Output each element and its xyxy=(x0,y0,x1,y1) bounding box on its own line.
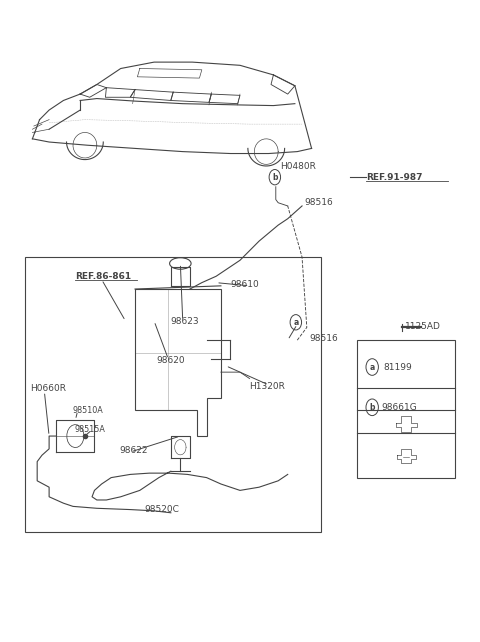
Text: H0480R: H0480R xyxy=(281,162,316,171)
Text: H1320R: H1320R xyxy=(250,382,286,391)
Text: REF.91-987: REF.91-987 xyxy=(366,173,423,182)
Text: 98516: 98516 xyxy=(309,334,338,343)
Text: 98515A: 98515A xyxy=(74,425,105,434)
Text: 98516: 98516 xyxy=(304,198,333,207)
Text: 81199: 81199 xyxy=(383,363,412,372)
Text: 98520C: 98520C xyxy=(144,505,180,514)
Text: b: b xyxy=(272,173,277,182)
Text: 98661G: 98661G xyxy=(382,403,418,412)
Text: 98622: 98622 xyxy=(120,446,148,455)
Text: 98510A: 98510A xyxy=(73,406,104,415)
Text: 98620: 98620 xyxy=(156,356,185,365)
Text: 98623: 98623 xyxy=(171,317,199,325)
Text: 98610: 98610 xyxy=(230,280,259,289)
Text: H0660R: H0660R xyxy=(30,384,66,393)
Text: 1125AD: 1125AD xyxy=(405,322,441,331)
Text: b: b xyxy=(370,403,375,412)
Text: a: a xyxy=(293,318,299,327)
Text: a: a xyxy=(370,363,375,372)
Text: REF.86-861: REF.86-861 xyxy=(75,272,132,281)
